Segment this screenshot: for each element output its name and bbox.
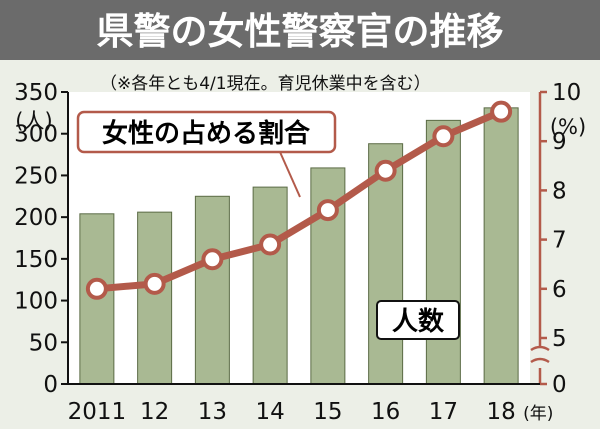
right-tick-label: 5 [552,326,567,352]
ratio-point [374,159,397,182]
right-axis-unit: (%) [550,115,586,139]
right-tick-label: 10 [552,80,581,106]
left-tick-label: 0 [43,372,58,398]
bar [137,211,173,385]
ratio-point [490,100,513,123]
callout-leader [279,151,301,198]
left-tick-label: 150 [14,247,58,273]
left-tick-label: 300 [14,122,58,148]
ratio-point [201,248,224,271]
legend-count-box [376,300,460,340]
ratio-line-series [85,100,513,300]
x-tick-label: 14 [255,399,284,425]
left-tick-label: 50 [29,330,58,356]
x-tick-label: 2011 [68,399,127,425]
ratio-point [259,233,282,256]
ratio-point [316,199,339,222]
callout: 女性の占める割合 人数 [76,110,460,340]
left-tick-label: 100 [14,289,58,315]
right-axis: 0 5 6 7 8 9 10 (%) [530,80,586,398]
axis-break-mark [530,357,550,364]
bar [368,143,404,385]
left-axis: 0 50 100 150 200 250 300 350 (人) [14,80,69,398]
bars [79,107,519,385]
legend-ratio-box [76,110,337,154]
bar [252,186,288,385]
chart-title: 県警の女性警察官の推移 [97,10,504,53]
x-tick-label: 15 [313,399,342,425]
right-tick-label: 0 [552,372,567,398]
x-tick-label: 12 [140,399,169,425]
x-tick-label: 16 [371,399,400,425]
x-tick-label: 18 [486,399,515,425]
chart-subtitle: （※各年とも4/1現在。育児休業中を含む） [100,74,431,94]
bar [483,107,519,385]
legend-ratio-label: 女性の占める割合 [102,118,311,149]
ratio-point [143,272,166,295]
title-band [0,0,600,60]
x-tick-label: 13 [198,399,227,425]
legend-count-label: 人数 [392,307,445,337]
x-axis-unit: (年) [523,404,553,424]
left-tick-label: 200 [14,205,58,231]
ratio-point [85,277,108,300]
x-tick-label: 17 [429,399,458,425]
right-tick-label: 6 [552,277,567,303]
left-axis-unit: (人) [15,109,52,133]
bar [425,119,461,385]
ratio-point [432,125,455,148]
axis-break-mark [530,345,550,352]
right-tick-label: 7 [552,228,567,254]
left-tick-label: 350 [14,80,58,106]
right-tick-label: 8 [552,178,567,204]
right-tick-label: 9 [552,129,567,155]
left-tick-label: 250 [14,163,58,189]
x-axis: 2011 12 13 14 15 16 17 18 (年) [68,383,553,425]
bar [194,195,230,385]
